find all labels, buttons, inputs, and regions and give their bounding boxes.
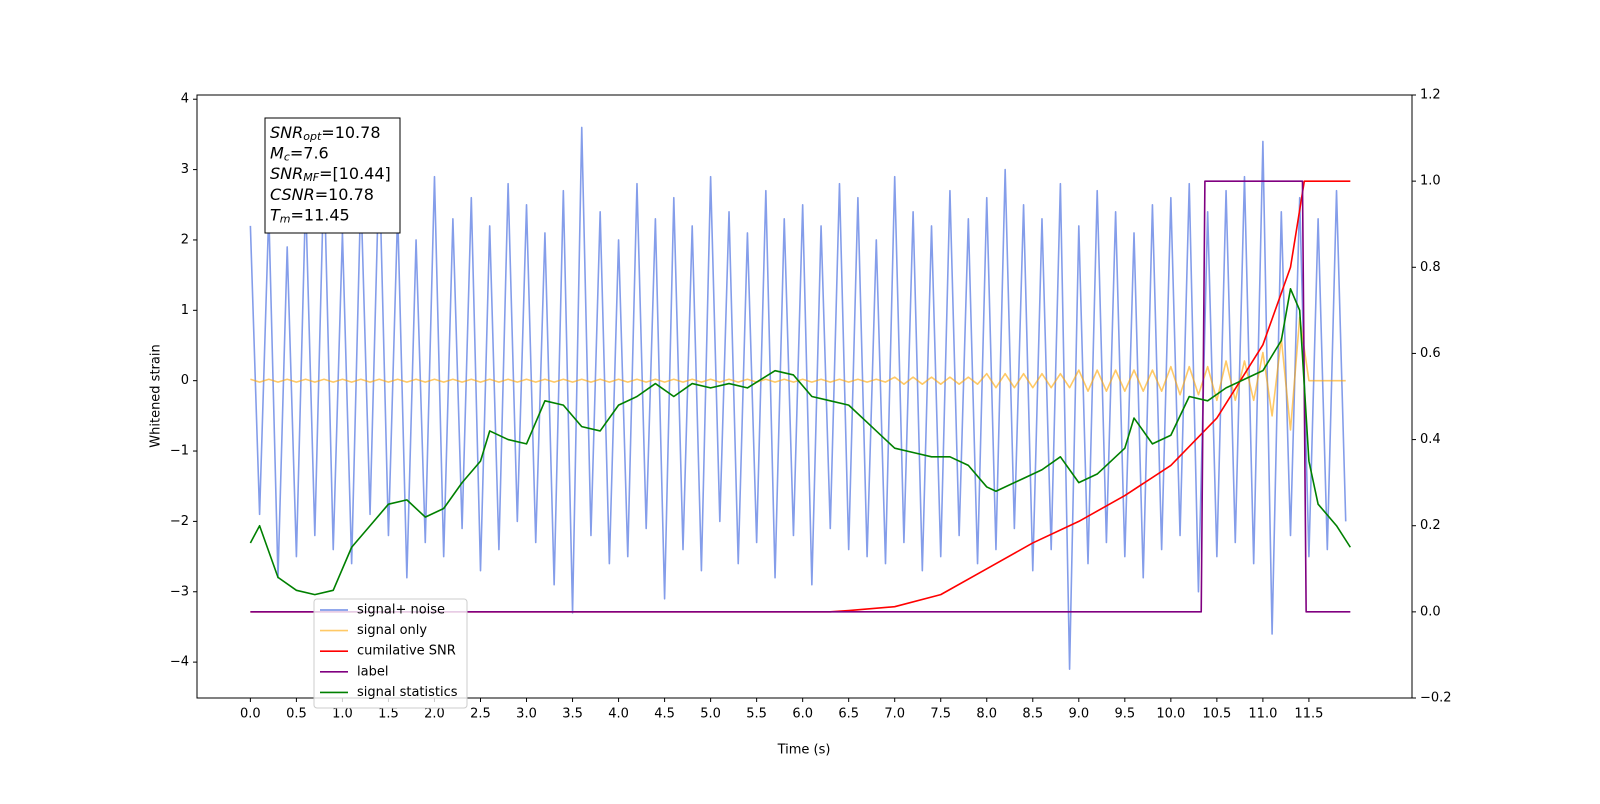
x-tick-label: 7.0 — [884, 707, 905, 722]
y2-tick-label: 1.0 — [1420, 174, 1441, 189]
plot-area — [249, 126, 1352, 670]
y-tick-label: 0 — [181, 373, 189, 388]
x-tick-label: 3.0 — [516, 707, 537, 722]
axes-frame — [196, 94, 1413, 699]
annotation-value: =11.45 — [291, 205, 350, 224]
y2-tick-label: 0.2 — [1420, 518, 1441, 533]
x-tick-label: 11.0 — [1248, 707, 1277, 722]
annotation-symbol: M — [270, 143, 284, 162]
x-tick-label: 2.0 — [424, 707, 445, 722]
annotation-value: =10.78 — [321, 123, 380, 142]
x-tick-label: 11.5 — [1294, 707, 1323, 722]
x-tick-label: 4.5 — [654, 707, 675, 722]
x-tick-label: 2.5 — [470, 707, 491, 722]
y-tick-label: 1 — [181, 303, 189, 318]
x-tick-label: 0.0 — [240, 707, 261, 722]
x-tick-label: 3.5 — [562, 707, 583, 722]
series-line — [249, 126, 1347, 670]
y-tick-label: 4 — [181, 92, 189, 107]
x-tick-label: 8.5 — [1022, 707, 1043, 722]
y-tick-label: −3 — [170, 584, 189, 599]
legend-label: cumilative SNR — [357, 644, 456, 659]
annotation-value: =[10.44] — [319, 164, 391, 183]
y-tick-label: 3 — [181, 162, 189, 177]
x-tick-label: 10.0 — [1156, 707, 1185, 722]
annotation-subscript: m — [280, 212, 291, 225]
annotation-subscript: opt — [303, 130, 322, 143]
legend-label: signal+ noise — [357, 603, 445, 618]
y-tick-label: −4 — [170, 655, 189, 670]
legend-label: signal only — [357, 623, 427, 638]
series-line — [249, 288, 1352, 596]
annotation-box — [264, 117, 401, 234]
x-tick-label: 0.5 — [286, 707, 307, 722]
legend-label: signal statistics — [357, 685, 458, 700]
x-tick-label: 1.5 — [378, 707, 399, 722]
x-tick-label: 5.0 — [700, 707, 721, 722]
y2-tick-label: 0.8 — [1420, 260, 1441, 275]
annotation-symbol: CSNR — [270, 184, 315, 203]
x-tick-label: 1.0 — [332, 707, 353, 722]
y2-tick-label: 0.4 — [1420, 432, 1441, 447]
legend-label: label — [357, 664, 388, 679]
annotation-symbol: SNR — [270, 123, 303, 142]
annotation-subscript: MF — [303, 171, 319, 184]
x-axis-label: Time (s) — [777, 743, 831, 758]
x-tick-label: 10.5 — [1202, 707, 1231, 722]
x-tick-label: 5.5 — [746, 707, 767, 722]
y2-tick-label: −0.2 — [1420, 691, 1452, 706]
x-tick-label: 4.0 — [608, 707, 629, 722]
series-line — [250, 180, 1351, 613]
annotation-line: SNRMF=[10.44] — [270, 164, 391, 185]
annotation-subscript: c — [284, 151, 290, 164]
annotation-value: =7.6 — [290, 143, 329, 162]
x-tick-label: 8.0 — [976, 707, 997, 722]
y-axis-label: Whitened strain — [149, 344, 164, 447]
annotation-line: Mc=7.6 — [270, 143, 329, 164]
annotation-symbol: SNR — [270, 164, 303, 183]
x-tick-label: 9.5 — [1114, 707, 1135, 722]
annotation-symbol: T — [270, 205, 281, 224]
y-tick-label: −2 — [170, 514, 189, 529]
annotation-line: SNRopt=10.78 — [270, 123, 381, 144]
annotation-value: =10.78 — [315, 184, 374, 203]
x-tick-label: 9.0 — [1068, 707, 1089, 722]
series-line — [250, 180, 1351, 613]
legend-box — [313, 598, 468, 709]
y2-tick-label: 0.6 — [1420, 346, 1441, 361]
x-tick-label: 6.5 — [838, 707, 859, 722]
annotation-line: Tm=11.45 — [270, 205, 350, 226]
x-tick-label: 6.0 — [792, 707, 813, 722]
y-tick-label: 2 — [181, 232, 189, 247]
y2-tick-label: 1.2 — [1420, 88, 1441, 103]
y2-tick-label: 0.0 — [1420, 604, 1441, 619]
annotation-line: CSNR=10.78 — [270, 184, 374, 203]
x-tick-label: 7.5 — [930, 707, 951, 722]
y-tick-label: −1 — [170, 444, 189, 459]
